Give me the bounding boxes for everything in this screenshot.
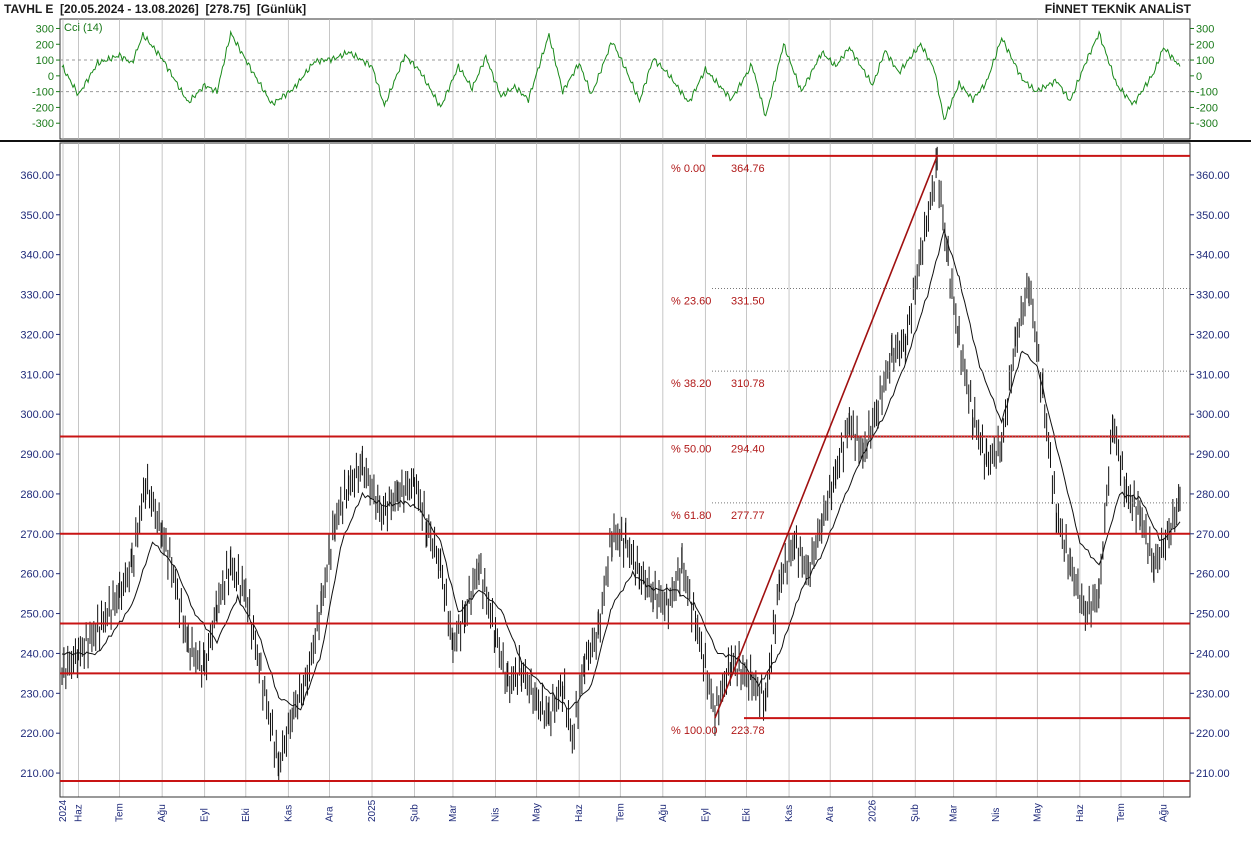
cci-tick-label-left: 0 [48, 71, 54, 83]
month-tick-label: Eyl [200, 808, 211, 822]
month-tick-label: Ara [324, 806, 335, 822]
cci-tick-label-left: 100 [36, 55, 54, 67]
price-tick-label-right: 280.00 [1196, 489, 1230, 501]
price-tick-label-right: 240.00 [1196, 648, 1230, 660]
fib-level-value: 277.77 [731, 510, 765, 522]
price-tick-label-right: 320.00 [1196, 329, 1230, 341]
price-tick-label-left: 350.00 [20, 210, 54, 222]
cci-line [61, 29, 1181, 121]
cci-tick-label-left: -200 [32, 102, 54, 114]
fib-level-percent: % 38.20 [671, 378, 711, 390]
price-tick-label-right: 300.00 [1196, 409, 1230, 421]
month-tick-label: Mar [949, 804, 960, 822]
cci-tick-label-left: 300 [36, 23, 54, 35]
cci-tick-label-left: 200 [36, 39, 54, 51]
cci-tick-label-right: -100 [1196, 87, 1218, 99]
cci-tick-label-right: -300 [1196, 118, 1218, 130]
month-tick-label: Eyl [700, 808, 711, 822]
month-tick-label: Ağu [1159, 804, 1170, 822]
month-tick-label: Ara [825, 806, 836, 822]
month-tick-label: Haz [1075, 804, 1086, 822]
month-tick-label: May [532, 803, 543, 822]
price-tick-label-left: 330.00 [20, 290, 54, 302]
month-tick-label: Tem [115, 803, 126, 822]
month-tick-label: Nis [991, 808, 1002, 822]
cci-tick-label-right: 100 [1196, 55, 1214, 67]
price-tick-label-right: 290.00 [1196, 449, 1230, 461]
fib-level-percent: % 100.00 [671, 725, 717, 737]
month-tick-label: 2024 [58, 799, 69, 822]
month-tick-label: Kas [784, 805, 795, 822]
price-tick-label-left: 250.00 [20, 609, 54, 621]
fib-level-value: 310.78 [731, 378, 765, 390]
month-tick-label: Eki [742, 808, 753, 822]
month-tick-label: 2026 [868, 799, 879, 822]
price-tick-label-right: 220.00 [1196, 728, 1230, 740]
month-tick-label: Haz [574, 804, 585, 822]
price-tick-label-left: 300.00 [20, 409, 54, 421]
month-tick-label: Şub [910, 804, 921, 822]
month-tick-label: Mar [448, 804, 459, 822]
price-tick-label-left: 230.00 [20, 688, 54, 700]
cci-tick-label-left: -300 [32, 118, 54, 130]
price-tick-label-right: 330.00 [1196, 290, 1230, 302]
month-tick-label: May [1032, 803, 1043, 822]
month-tick-label: Ağu [157, 804, 168, 822]
indicator-frame [59, 18, 1191, 140]
price-tick-label-right: 260.00 [1196, 569, 1230, 581]
price-tick-label-left: 270.00 [20, 529, 54, 541]
chart-title: TAVHL E [20.05.2024 - 13.08.2026] [278.7… [4, 2, 307, 16]
price-tick-label-left: 290.00 [20, 449, 54, 461]
price-tick-label-right: 310.00 [1196, 369, 1230, 381]
fib-level-value: 223.78 [731, 725, 765, 737]
cci-tick-label-right: -200 [1196, 102, 1218, 114]
price-tick-label-left: 340.00 [20, 250, 54, 262]
cci-tick-label-right: 200 [1196, 39, 1214, 51]
fib-level-percent: % 0.00 [671, 163, 705, 175]
price-tick-label-left: 240.00 [20, 648, 54, 660]
fib-level-percent: % 50.00 [671, 444, 711, 456]
month-tick-label: 2025 [367, 799, 378, 822]
price-tick-label-left: 360.00 [20, 170, 54, 182]
price-tick-label-left: 210.00 [20, 768, 54, 780]
price-tick-label-right: 350.00 [1196, 210, 1230, 222]
price-tick-label-left: 320.00 [20, 329, 54, 341]
month-tick-label: Ağu [658, 804, 669, 822]
month-tick-label: Haz [73, 804, 84, 822]
price-tick-label-right: 360.00 [1196, 170, 1230, 182]
month-tick-label: Nis [490, 808, 501, 822]
fib-level-value: 294.40 [731, 444, 765, 456]
month-tick-label: Kas [283, 805, 294, 822]
fib-level-percent: % 61.80 [671, 510, 711, 522]
price-tick-label-right: 340.00 [1196, 250, 1230, 262]
vendor-label: FİNNET TEKNİK ANALİST [1044, 2, 1191, 16]
cci-tick-label-right: 0 [1196, 71, 1202, 83]
moving-average-line [61, 228, 1181, 711]
price-tick-label-left: 280.00 [20, 489, 54, 501]
main-frame [59, 142, 1191, 798]
fib-level-percent: % 23.60 [671, 296, 711, 308]
fib-trend-line [714, 155, 938, 719]
fib-level-value: 364.76 [731, 163, 765, 175]
price-tick-label-left: 220.00 [20, 728, 54, 740]
month-tick-label: Şub [410, 804, 421, 822]
fib-level-value: 331.50 [731, 296, 765, 308]
price-tick-label-right: 230.00 [1196, 688, 1230, 700]
price-tick-label-right: 210.00 [1196, 768, 1230, 780]
month-tick-label: Tem [615, 803, 626, 822]
price-tick-label-left: 310.00 [20, 369, 54, 381]
month-tick-label: Eki [241, 808, 252, 822]
cci-tick-label-left: -100 [32, 87, 54, 99]
price-tick-label-right: 250.00 [1196, 609, 1230, 621]
price-tick-label-right: 270.00 [1196, 529, 1230, 541]
cci-tick-label-right: 300 [1196, 23, 1214, 35]
indicator-label: Cci (14) [64, 22, 103, 34]
price-tick-label-left: 260.00 [20, 569, 54, 581]
month-tick-label: Tem [1116, 803, 1127, 822]
